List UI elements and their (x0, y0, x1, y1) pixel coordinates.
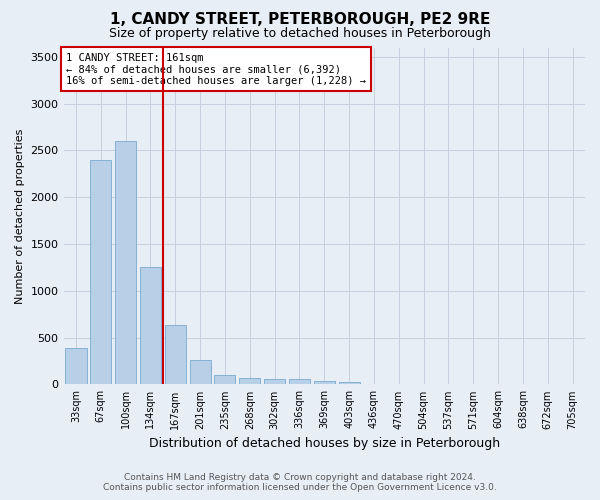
Bar (214, 375, 235, 384)
Bar (314, 380, 335, 384)
Bar (190, 360, 211, 384)
Text: Contains HM Land Registry data © Crown copyright and database right 2024.
Contai: Contains HM Land Registry data © Crown c… (103, 473, 497, 492)
Bar (140, 268, 161, 384)
X-axis label: Distribution of detached houses by size in Peterborough: Distribution of detached houses by size … (149, 437, 500, 450)
Text: Size of property relative to detached houses in Peterborough: Size of property relative to detached ho… (109, 28, 491, 40)
Bar (239, 378, 260, 384)
Bar (289, 380, 310, 384)
Y-axis label: Number of detached properties: Number of detached properties (15, 128, 25, 304)
Text: 1, CANDY STREET, PETERBOROUGH, PE2 9RE: 1, CANDY STREET, PETERBOROUGH, PE2 9RE (110, 12, 490, 28)
Bar (115, 141, 136, 384)
Bar (90, 160, 112, 384)
Bar (338, 382, 359, 384)
Bar (264, 379, 285, 384)
Bar (65, 348, 86, 385)
Text: 1 CANDY STREET: 161sqm
← 84% of detached houses are smaller (6,392)
16% of semi-: 1 CANDY STREET: 161sqm ← 84% of detached… (66, 52, 366, 86)
Bar (165, 324, 186, 384)
